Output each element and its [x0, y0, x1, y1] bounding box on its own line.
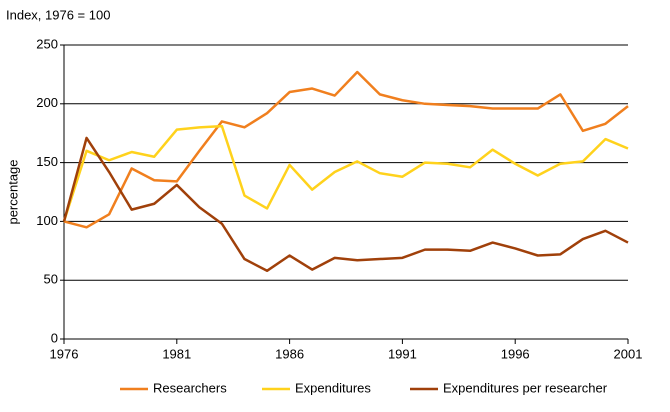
x-tick-label: 1991 [388, 346, 417, 361]
y-axis-label: percentage [5, 159, 20, 224]
y-tick-label: 50 [44, 272, 58, 287]
legend-label: Researchers [153, 380, 227, 395]
y-tick-label: 150 [36, 154, 58, 169]
x-tick-label: 1976 [50, 346, 79, 361]
x-tick-label: 1996 [501, 346, 530, 361]
y-tick-label: 200 [36, 95, 58, 110]
legend-label: Expenditures per researcher [443, 380, 608, 395]
chart-subtitle: Index, 1976 = 100 [6, 7, 110, 22]
data-line [62, 124, 629, 222]
legend-label: Expenditures [295, 380, 371, 395]
y-tick-label: 250 [36, 36, 58, 51]
data-line [63, 70, 629, 229]
x-tick-label: 2001 [614, 346, 643, 361]
y-tick-label: 100 [36, 213, 58, 228]
y-tick-label: 0 [51, 330, 58, 345]
x-tick-label: 1981 [162, 346, 191, 361]
data-line [62, 136, 629, 273]
x-tick-label: 1986 [275, 346, 304, 361]
